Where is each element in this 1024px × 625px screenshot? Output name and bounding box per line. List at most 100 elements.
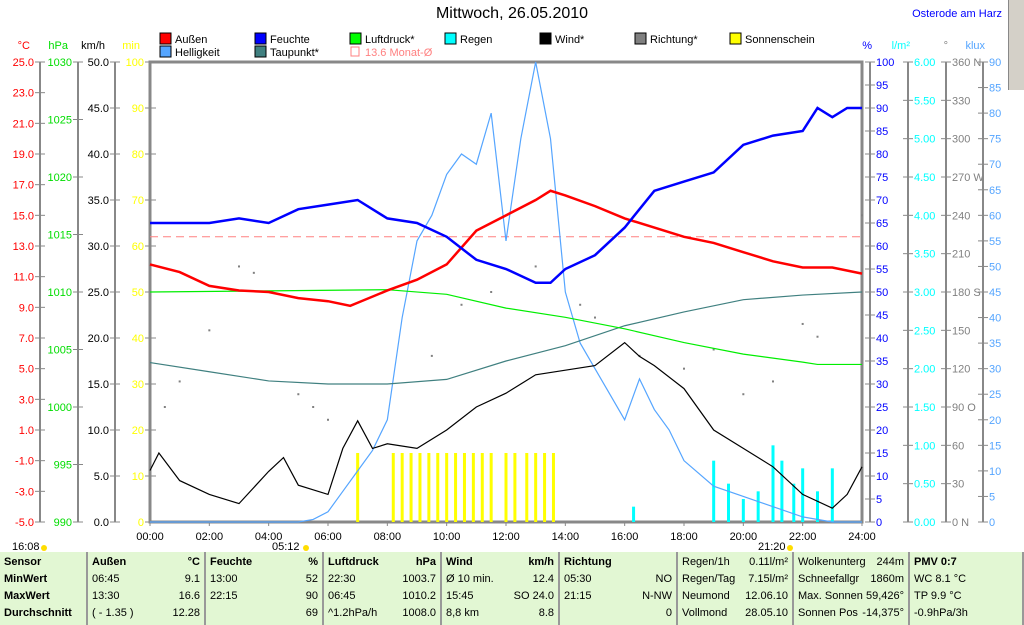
series-richtung-point [460, 303, 463, 306]
series-regen-bar [712, 460, 716, 522]
axis-tick-label: 300 [952, 134, 970, 146]
axis-unit-label: klux [965, 40, 985, 52]
axis-tick-label: -5.0 [15, 517, 34, 529]
series-sonnenschein-bar [391, 453, 395, 522]
x-tick-label: 10:00 [433, 531, 461, 543]
axis-tick-label: 40.0 [88, 149, 109, 161]
series-sonnenschein-bar [445, 453, 449, 522]
axis-unit-label: ° [944, 40, 948, 52]
axis-tick-label: 35 [989, 338, 1001, 350]
legend-label: Richtung* [650, 34, 698, 46]
stats-cell: Durchschnitt [4, 607, 72, 619]
series-richtung-point [772, 380, 774, 383]
axis-tick-label: 40 [132, 333, 144, 345]
axis-tick-label: 2.00 [914, 364, 935, 376]
stats-cell: PMV 0:7 [914, 556, 957, 568]
stats-column: Regen/1h 0.11l/m² Regen/Tag 7.15l/m² Neumond… [678, 552, 794, 625]
axis-tick-label: 120 [952, 364, 970, 376]
legend-label: 13.6 Monat-Ø [365, 47, 433, 59]
stats-column: Außen °C 06:45 9.1 13:30 16.6 ( - 1.35 ) 12.28 [88, 552, 206, 625]
axis-tick-label: 180 S [952, 287, 981, 299]
stats-cell: MaxWert [4, 590, 50, 602]
axis-tick-label: 30.0 [88, 241, 109, 253]
axis-tick-label: 60 [132, 241, 144, 253]
series-richtung-point [742, 393, 745, 396]
axis-tick-label: 1005 [48, 345, 72, 357]
axis-tick-label: 10 [989, 466, 1001, 478]
stats-cell: Feuchte [210, 556, 253, 568]
axis-tick-label: 30 [989, 364, 1001, 376]
stats-row: 06:45 9.1 [92, 571, 200, 588]
legend-swatch [159, 32, 172, 45]
stats-row: 8,8 km 8.8 [446, 605, 554, 622]
stats-cell: 0.11l/m² [749, 556, 788, 568]
stats-row: Durchschnitt [4, 605, 82, 622]
stats-column: Luftdruck hPa 22:30 1003.7 06:45 1010.2 ^1.2hP… [324, 552, 442, 625]
axis-tick-label: 90 [876, 103, 888, 115]
stats-cell: 15:45 [446, 590, 474, 602]
axis-tick-label: 0 [138, 517, 144, 529]
series-regen-bar [830, 468, 834, 522]
stats-cell: -0.9hPa/3h [914, 607, 968, 619]
series-sonnenschein-bar [525, 453, 529, 522]
stats-cell: ( - 1.35 ) [92, 607, 134, 619]
legend-swatch [159, 45, 172, 58]
sunset-prev-label: 16:08 [12, 541, 40, 553]
axis-tick-label: 15 [876, 448, 888, 460]
stats-cell: 52 [305, 573, 318, 585]
axis-tick-label: 30 [132, 379, 144, 391]
stats-cell: 1003.7 [402, 573, 436, 585]
axis-tick-label: 150 [952, 325, 970, 337]
series-regen-bar [801, 468, 805, 522]
stats-cell: 22:15 [210, 590, 238, 602]
stats-cell: 7.15l/m² [748, 573, 788, 585]
stats-cell: 1860m [870, 573, 904, 585]
stats-cell: 12.4 [532, 573, 554, 585]
series-sonnenschein-bar [504, 453, 508, 522]
axis-tick-label: 75 [989, 134, 1001, 146]
series-richtung-point [579, 303, 582, 306]
stats-row: TP 9.9 °C [914, 588, 1018, 605]
axis-tick-label: 40 [876, 333, 888, 345]
series-sonnenschein-bar [489, 453, 493, 522]
axis-tick-label: 10.0 [88, 425, 109, 437]
axis-tick-label: 6.00 [914, 57, 935, 69]
axis-unit-label: % [862, 40, 872, 52]
scrollbar[interactable] [1008, 0, 1024, 90]
axis-tick-label: 5 [989, 491, 995, 503]
axis-tick-label: 2.50 [914, 325, 935, 337]
axis-tick-label: 11.0 [13, 272, 34, 284]
stats-cell: NO [655, 573, 673, 585]
axis-unit-label: l/m² [892, 40, 911, 52]
axis-tick-label: 1000 [48, 402, 72, 414]
stats-row: Vollmond 28.05.10 [682, 605, 788, 622]
axis-tick-label: 0.50 [914, 479, 935, 491]
series-richtung-point [490, 291, 493, 293]
stats-row: Max. Sonnen 59,426° [798, 588, 904, 605]
axis-tick-label: 80 [132, 149, 144, 161]
stats-cell: MinWert [4, 573, 48, 585]
axis-tick-label: 1.0 [19, 425, 34, 437]
location-label[interactable]: Osterode am Harz [912, 8, 1002, 20]
axis-tick-label: 35.0 [88, 195, 109, 207]
series-regen-bar [756, 491, 760, 522]
axis-tick-label: 23.0 [13, 88, 34, 100]
axis-tick-label: 10 [132, 471, 144, 483]
axis-tick-label: 3.0 [19, 394, 34, 406]
axis-tick-label: 1015 [48, 230, 72, 242]
series-wind-line [149, 341, 863, 509]
stats-cell: 21:15 [564, 590, 592, 602]
stats-cell: km/h [528, 556, 554, 568]
axis-tick-label: 5 [876, 494, 882, 506]
stats-header: Wind km/h [446, 554, 554, 571]
series-richtung-point [297, 393, 300, 396]
series-sonnenschein-bar [400, 453, 404, 522]
legend-label: Feuchte [270, 34, 310, 46]
stats-row: 13:30 16.6 [92, 588, 200, 605]
axis-tick-label: 20 [876, 425, 888, 437]
stats-cell: 12.28 [172, 607, 200, 619]
axis-tick-label: 25 [989, 389, 1001, 401]
series-sonnenschein-bar [513, 453, 517, 522]
series-richtung-point [534, 265, 537, 268]
stats-row: MaxWert [4, 588, 82, 605]
